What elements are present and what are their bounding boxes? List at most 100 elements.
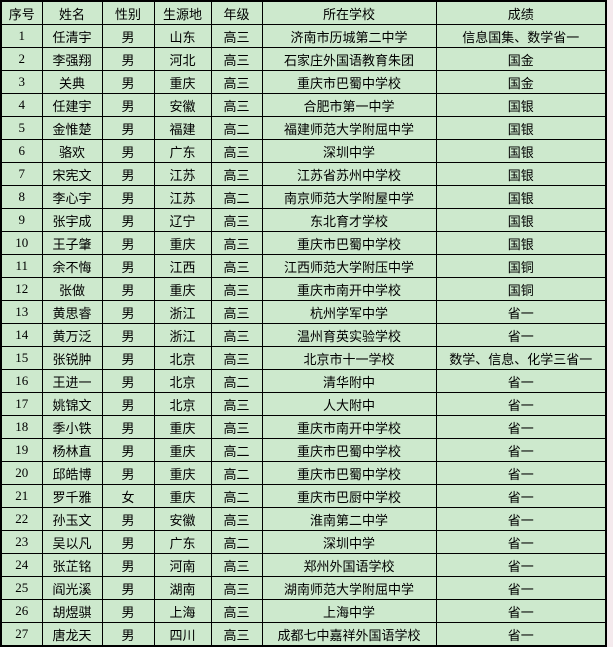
cell-school[interactable]: 重庆市巴蜀中学校	[261, 70, 437, 94]
cell-index[interactable]: 17	[0, 392, 43, 416]
cell-origin[interactable]: 安徽	[153, 507, 212, 531]
cell-origin[interactable]: 北京	[153, 346, 212, 370]
cell-school[interactable]: 南京师范大学附屋中学	[261, 185, 437, 209]
cell-index[interactable]: 6	[0, 139, 43, 163]
cell-name[interactable]: 宋宪文	[41, 162, 103, 186]
cell-gender[interactable]: 男	[101, 576, 155, 600]
cell-gender[interactable]: 男	[101, 369, 155, 393]
cell-origin[interactable]: 湖南	[153, 576, 212, 600]
cell-name[interactable]: 张锐肿	[41, 346, 103, 370]
cell-award[interactable]: 国银	[435, 162, 607, 186]
cell-index[interactable]: 9	[0, 208, 43, 232]
cell-name[interactable]: 任清宇	[41, 24, 103, 48]
cell-award[interactable]: 省一	[435, 507, 607, 531]
cell-grade[interactable]: 高二	[210, 116, 263, 140]
header-cell-grade[interactable]: 年级	[210, 0, 263, 25]
cell-name[interactable]: 季小铁	[41, 415, 103, 439]
cell-school[interactable]: 温州育英实验学校	[261, 323, 437, 347]
header-cell-award[interactable]: 成绩	[435, 0, 607, 25]
cell-name[interactable]: 张做	[41, 277, 103, 301]
cell-award[interactable]: 省一	[435, 300, 607, 324]
cell-school[interactable]: 重庆市南开中学校	[261, 415, 437, 439]
cell-gender[interactable]: 男	[101, 208, 155, 232]
cell-award[interactable]: 国银	[435, 208, 607, 232]
cell-award[interactable]: 国银	[435, 93, 607, 117]
cell-school[interactable]: 深圳中学	[261, 139, 437, 163]
cell-grade[interactable]: 高三	[210, 576, 263, 600]
cell-name[interactable]: 孙玉文	[41, 507, 103, 531]
cell-origin[interactable]: 浙江	[153, 300, 212, 324]
cell-origin[interactable]: 河南	[153, 553, 212, 577]
cell-school[interactable]: 淮南第二中学	[261, 507, 437, 531]
header-cell-origin[interactable]: 生源地	[153, 0, 212, 25]
cell-name[interactable]: 黄思睿	[41, 300, 103, 324]
cell-index[interactable]: 25	[0, 576, 43, 600]
cell-award[interactable]: 数学、信息、化学三省一	[435, 346, 607, 370]
cell-grade[interactable]: 高三	[210, 553, 263, 577]
cell-origin[interactable]: 福建	[153, 116, 212, 140]
cell-gender[interactable]: 男	[101, 70, 155, 94]
cell-gender[interactable]: 男	[101, 392, 155, 416]
cell-index[interactable]: 8	[0, 185, 43, 209]
cell-gender[interactable]: 男	[101, 622, 155, 647]
cell-award[interactable]: 省一	[435, 484, 607, 508]
cell-school[interactable]: 北京市十一学校	[261, 346, 437, 370]
cell-award[interactable]: 省一	[435, 530, 607, 554]
cell-grade[interactable]: 高三	[210, 300, 263, 324]
cell-name[interactable]: 胡煜骐	[41, 599, 103, 623]
cell-school[interactable]: 成都七中嘉祥外国语学校	[261, 622, 437, 647]
cell-gender[interactable]: 男	[101, 346, 155, 370]
cell-index[interactable]: 19	[0, 438, 43, 462]
cell-name[interactable]: 黄万泛	[41, 323, 103, 347]
cell-gender[interactable]: 男	[101, 530, 155, 554]
header-cell-index[interactable]: 序号	[0, 0, 43, 25]
cell-award[interactable]: 国铜	[435, 254, 607, 278]
cell-school[interactable]: 湖南师范大学附屈中学	[261, 576, 437, 600]
cell-award[interactable]: 省一	[435, 576, 607, 600]
cell-origin[interactable]: 重庆	[153, 231, 212, 255]
cell-origin[interactable]: 四川	[153, 622, 212, 647]
cell-origin[interactable]: 北京	[153, 392, 212, 416]
cell-award[interactable]: 省一	[435, 438, 607, 462]
cell-award[interactable]: 省一	[435, 415, 607, 439]
cell-gender[interactable]: 男	[101, 185, 155, 209]
cell-name[interactable]: 张宇成	[41, 208, 103, 232]
cell-origin[interactable]: 广东	[153, 530, 212, 554]
cell-name[interactable]: 余不悔	[41, 254, 103, 278]
cell-award[interactable]: 省一	[435, 369, 607, 393]
cell-grade[interactable]: 高二	[210, 530, 263, 554]
cell-name[interactable]: 骆欢	[41, 139, 103, 163]
cell-grade[interactable]: 高二	[210, 484, 263, 508]
cell-grade[interactable]: 高三	[210, 277, 263, 301]
cell-gender[interactable]: 男	[101, 162, 155, 186]
cell-gender[interactable]: 男	[101, 300, 155, 324]
cell-grade[interactable]: 高三	[210, 231, 263, 255]
cell-grade[interactable]: 高二	[210, 438, 263, 462]
header-cell-school[interactable]: 所在学校	[261, 0, 437, 25]
cell-school[interactable]: 清华附中	[261, 369, 437, 393]
cell-origin[interactable]: 山东	[153, 24, 212, 48]
cell-origin[interactable]: 江苏	[153, 162, 212, 186]
header-cell-name[interactable]: 姓名	[41, 0, 103, 25]
cell-index[interactable]: 7	[0, 162, 43, 186]
cell-school[interactable]: 人大附中	[261, 392, 437, 416]
cell-school[interactable]: 济南市历城第二中学	[261, 24, 437, 48]
cell-school[interactable]: 深圳中学	[261, 530, 437, 554]
cell-award[interactable]: 国银	[435, 185, 607, 209]
cell-origin[interactable]: 江西	[153, 254, 212, 278]
cell-origin[interactable]: 重庆	[153, 484, 212, 508]
cell-school[interactable]: 福建师范大学附屈中学	[261, 116, 437, 140]
cell-school[interactable]: 郑州外国语学校	[261, 553, 437, 577]
cell-gender[interactable]: 男	[101, 438, 155, 462]
cell-school[interactable]: 上海中学	[261, 599, 437, 623]
cell-grade[interactable]: 高二	[210, 461, 263, 485]
cell-grade[interactable]: 高三	[210, 47, 263, 71]
cell-origin[interactable]: 重庆	[153, 277, 212, 301]
cell-grade[interactable]: 高三	[210, 208, 263, 232]
cell-index[interactable]: 18	[0, 415, 43, 439]
cell-award[interactable]: 国银	[435, 231, 607, 255]
cell-origin[interactable]: 上海	[153, 599, 212, 623]
cell-origin[interactable]: 重庆	[153, 438, 212, 462]
cell-grade[interactable]: 高二	[210, 185, 263, 209]
cell-index[interactable]: 5	[0, 116, 43, 140]
